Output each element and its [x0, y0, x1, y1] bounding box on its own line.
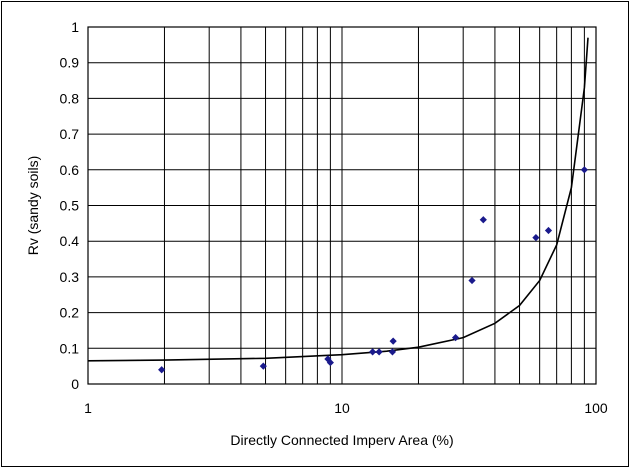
data-point: [479, 216, 487, 224]
points-layer: [158, 166, 588, 374]
x-tick-label: 10: [334, 400, 350, 416]
fit-curve: [87, 37, 589, 362]
y-tick-label: 0.8: [60, 90, 80, 106]
grid-layer: [87, 26, 597, 385]
data-point: [468, 276, 476, 285]
data-point: [451, 333, 460, 342]
data-point: [158, 366, 166, 374]
y-tick-label: 0.3: [60, 269, 80, 285]
data-point: [375, 348, 383, 356]
data-point: [326, 358, 334, 367]
y-tick-label: 0.5: [60, 198, 80, 214]
data-point: [324, 355, 332, 363]
y-axis-title: Rv (sandy soils): [25, 156, 41, 256]
data-point: [388, 348, 397, 356]
y-tick-label: 0.9: [60, 55, 80, 71]
x-tick-label: 1: [84, 400, 92, 416]
data-point: [580, 166, 588, 174]
y-tick-label: 0.7: [60, 126, 80, 142]
data-point: [532, 234, 540, 242]
data-point: [259, 362, 267, 370]
y-tick-label: 0.4: [60, 233, 80, 249]
y-tick-label: 0.2: [60, 305, 80, 321]
x-axis-title: Directly Connected Imperv Area (%): [230, 432, 453, 448]
y-tick-labels: 0 0.1 0.2 0.3 0.4 0.5 0.6 0.7 0.8 0.9 1: [60, 19, 80, 392]
data-point: [389, 337, 397, 345]
y-tick-label: 1: [71, 19, 79, 35]
y-tick-label: 0: [71, 376, 79, 392]
data-point: [544, 226, 553, 235]
data-point: [369, 348, 377, 356]
x-tick-labels: 1 10 100: [84, 400, 608, 416]
plot-area-border: [87, 26, 597, 385]
x-tick-label: 100: [584, 400, 608, 416]
y-tick-label: 0.6: [60, 162, 80, 178]
curve-layer: [87, 37, 589, 362]
y-tick-label: 0.1: [60, 340, 80, 356]
